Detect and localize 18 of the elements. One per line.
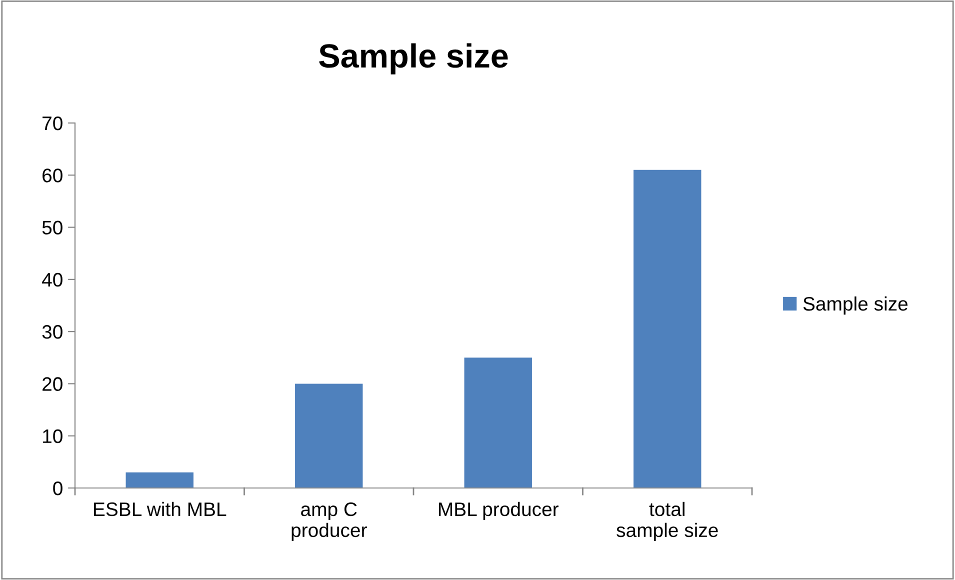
x-tick-label: total sample size	[616, 502, 718, 541]
bar	[634, 170, 702, 488]
y-tick-label: 10	[43, 429, 62, 444]
y-tick-label: 20	[42, 377, 62, 391]
chart-title: Sample size	[319, 43, 508, 74]
y-tick-label: 60	[42, 168, 62, 182]
y-tick-label: 40	[42, 272, 62, 287]
bar	[464, 358, 532, 488]
y-tick-label: 50	[42, 220, 62, 235]
x-tick-label: ESBL with MBL	[94, 502, 226, 516]
y-tick-label: 0	[53, 481, 62, 496]
bar	[295, 384, 363, 488]
x-tick-label: MBL producer	[439, 502, 559, 520]
legend-label: Sample size	[803, 296, 908, 315]
y-tick-label: 70	[42, 116, 62, 130]
y-tick-label: 30	[42, 325, 62, 339]
bar	[126, 472, 194, 488]
x-tick-label: amp C producer	[292, 502, 367, 541]
